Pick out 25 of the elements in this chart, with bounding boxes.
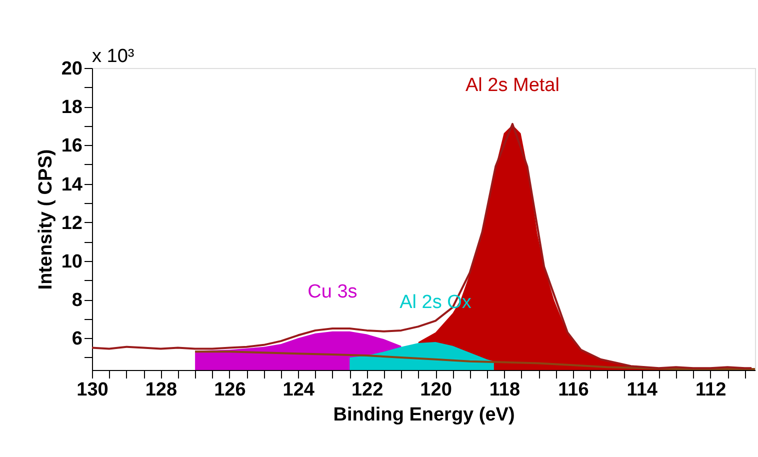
x-tick-label: 126 <box>214 380 246 400</box>
x-tick-label: 128 <box>145 380 178 400</box>
x-tick-label: 122 <box>351 380 384 400</box>
y-tick-label: 12 <box>61 212 82 234</box>
x-axis-title: Binding Energy (eV) <box>333 404 515 426</box>
y-tick-label: 8 <box>72 290 82 312</box>
y-tick-label: 18 <box>61 97 82 118</box>
y-tick-label: 10 <box>61 251 82 272</box>
series-label: Cu 3s <box>308 281 358 302</box>
x-tick-label: 112 <box>696 380 726 400</box>
y-tick-label: 20 <box>61 58 82 80</box>
line-series <box>91 122 753 370</box>
x-tick-label: 118 <box>489 380 520 400</box>
y-axis-title: Intensity ( CPS) <box>35 149 56 290</box>
x-tick-label: 120 <box>420 380 452 400</box>
x-tick-label: 114 <box>626 380 658 400</box>
x-tick-label: 130 <box>76 380 108 400</box>
x-tick-label: 124 <box>282 380 315 400</box>
y-tick-label: 6 <box>72 328 82 350</box>
text: x 10³ <box>92 46 134 67</box>
y-tick-label: 16 <box>61 136 82 157</box>
line-series <box>194 350 756 370</box>
y-tick-label: 14 <box>61 174 83 196</box>
x-tick-label: 116 <box>558 380 589 400</box>
text: Al 2s Metal <box>465 74 560 96</box>
